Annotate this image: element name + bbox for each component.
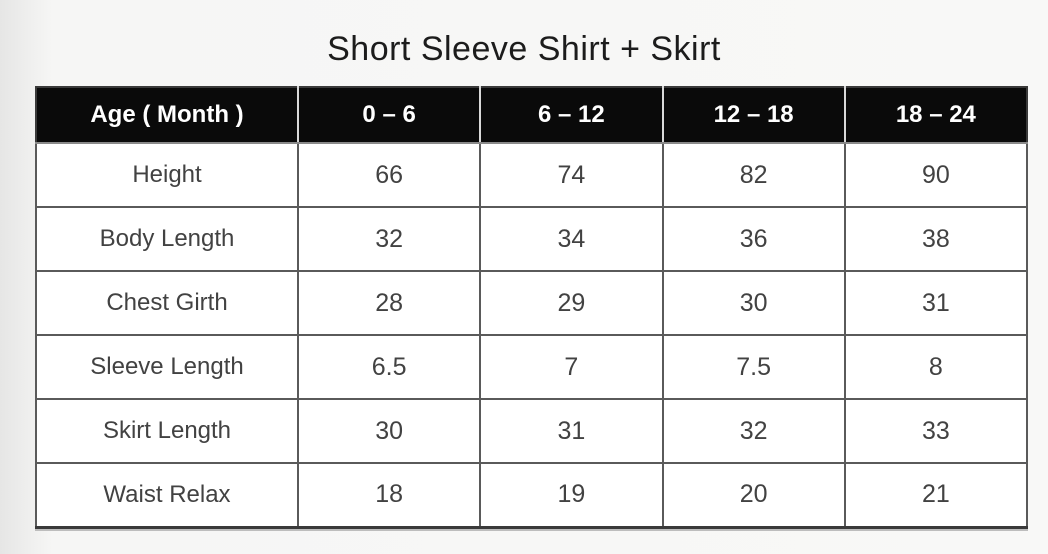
cell-value: 21 (843, 462, 1029, 528)
col-header-age-month: Age ( Month ) (36, 87, 299, 144)
cell-value: 30 (296, 398, 482, 464)
cell-value: 36 (661, 206, 846, 272)
cell-value: 7.5 (661, 334, 846, 400)
cell-value: 28 (296, 270, 482, 336)
table-row-height: Height 66 74 82 90 (35, 142, 1029, 208)
cell-value: 38 (843, 206, 1029, 272)
cell-value: 31 (843, 270, 1029, 336)
cell-value: 6.5 (296, 334, 482, 400)
cell-value: 90 (843, 142, 1029, 208)
col-header-12-18: 12 – 18 (662, 87, 846, 144)
page-title: Short Sleeve Shirt + Skirt (327, 30, 721, 68)
cell-value: 34 (479, 206, 664, 272)
cell-value: 29 (479, 270, 664, 336)
size-chart-table: Age ( Month ) 0 – 6 6 – 12 12 – 18 18 – … (35, 86, 1029, 529)
cell-value: 20 (661, 462, 846, 528)
cell-value: 18 (296, 462, 482, 528)
col-header-18-24: 18 – 24 (844, 87, 1027, 144)
row-label: Chest Girth (35, 270, 299, 336)
row-label: Sleeve Length (35, 334, 299, 400)
row-label: Waist Relax (35, 462, 299, 528)
table-row-sleeve-length: Sleeve Length 6.5 7 7.5 8 (35, 334, 1029, 400)
cell-value: 30 (661, 270, 846, 336)
col-header-6-12: 6 – 12 (480, 87, 664, 144)
row-label: Skirt Length (35, 398, 299, 464)
table-row-chest-girth: Chest Girth 28 29 30 31 (35, 270, 1029, 336)
cell-value: 19 (479, 462, 664, 528)
table-row-body-length: Body Length 32 34 36 38 (35, 206, 1029, 272)
cell-value: 8 (843, 334, 1029, 400)
cell-value: 82 (661, 142, 846, 208)
row-label: Body Length (35, 206, 299, 272)
cell-value: 32 (661, 398, 846, 464)
col-header-0-6: 0 – 6 (298, 87, 482, 144)
cell-value: 32 (296, 206, 482, 272)
header-row: Age ( Month ) 0 – 6 6 – 12 12 – 18 18 – … (36, 87, 1027, 144)
table-row-skirt-length: Skirt Length 30 31 32 33 (35, 398, 1029, 464)
cell-value: 31 (479, 398, 664, 464)
cell-value: 33 (843, 398, 1029, 464)
cell-value: 66 (296, 142, 482, 208)
cell-value: 7 (479, 334, 664, 400)
row-label: Height (35, 142, 299, 208)
table-row-waist-relax: Waist Relax 18 19 20 21 (35, 462, 1029, 528)
cell-value: 74 (479, 142, 664, 208)
